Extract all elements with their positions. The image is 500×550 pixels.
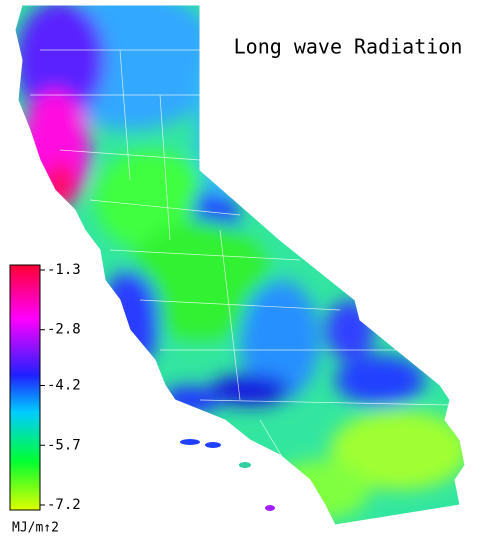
colorbar-tick-label: -4.2	[47, 378, 81, 394]
map-title: Long wave Radiation	[234, 35, 463, 59]
colorbar	[9, 264, 41, 511]
islands	[180, 439, 275, 511]
colorbar-unit: MJ/m↑2	[12, 521, 59, 536]
county-lines	[30, 49, 451, 521]
colorbar-tick-label: -7.2	[47, 497, 81, 513]
colorbar-tick-label: -1.3	[47, 262, 81, 278]
colorbar-tick-label: -2.8	[47, 322, 81, 338]
colorbar-ticks: -1.3 -2.8 -4.2 -5.7 -7.2	[40, 262, 81, 513]
state-outline	[14, 4, 466, 526]
colorbar-tick-label: -5.7	[47, 437, 81, 453]
